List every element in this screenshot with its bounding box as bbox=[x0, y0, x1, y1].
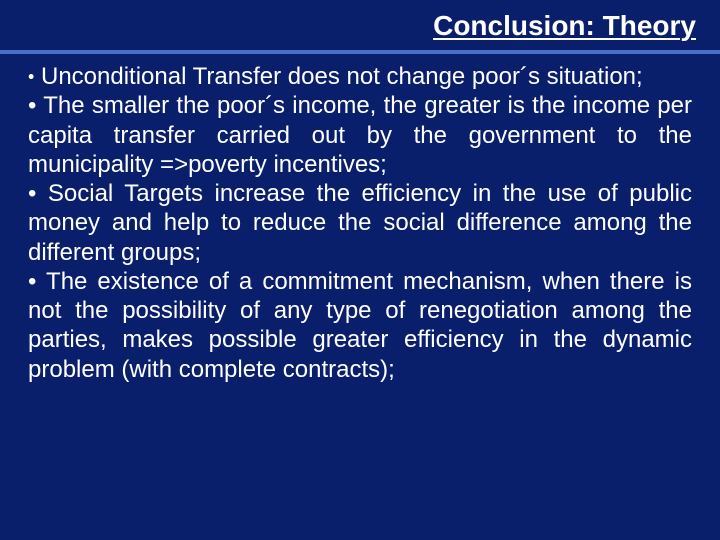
slide: Conclusion: Theory • Unconditional Trans… bbox=[0, 0, 720, 540]
bullet-icon: • bbox=[28, 268, 46, 295]
bullet-text: The smaller the poor´s income, the great… bbox=[28, 92, 692, 178]
slide-body: • Unconditional Transfer does not change… bbox=[28, 62, 692, 530]
bullet-text: Social Targets increase the efficiency i… bbox=[28, 180, 692, 266]
accent-line bbox=[0, 50, 720, 54]
title-bar: Conclusion: Theory bbox=[280, 10, 696, 42]
bullet-icon: • bbox=[28, 180, 48, 207]
bullet-text: The existence of a commitment mechanism,… bbox=[28, 268, 692, 383]
bullet-text: Unconditional Transfer does not change p… bbox=[41, 63, 643, 90]
bullet-icon: • bbox=[28, 92, 43, 119]
slide-title: Conclusion: Theory bbox=[433, 10, 696, 41]
bullet-icon: • bbox=[28, 67, 34, 87]
